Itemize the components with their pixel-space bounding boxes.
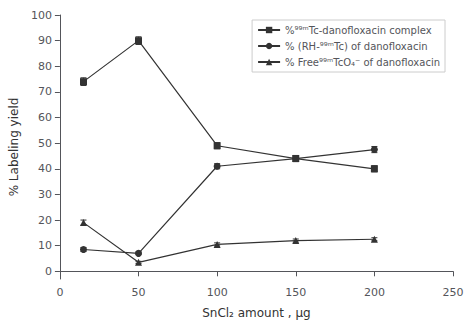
svg-text:60: 60 xyxy=(38,111,52,124)
svg-text:0: 0 xyxy=(56,286,63,299)
svg-text:50: 50 xyxy=(38,137,52,150)
svg-text:80: 80 xyxy=(38,60,52,73)
svg-text:250: 250 xyxy=(443,286,464,299)
svg-text:30: 30 xyxy=(38,188,52,201)
svg-text:20: 20 xyxy=(38,214,52,227)
svg-text:% Free⁹⁹ᵐTcO₄⁻ of danofloxacin: % Free⁹⁹ᵐTcO₄⁻ of danofloxacin xyxy=(285,57,440,68)
svg-text:% Labeling yield: % Labeling yield xyxy=(7,98,21,197)
svg-text:100: 100 xyxy=(31,9,52,22)
svg-text:40: 40 xyxy=(38,162,52,175)
svg-text:150: 150 xyxy=(285,286,306,299)
svg-text:90: 90 xyxy=(38,34,52,47)
svg-text:50: 50 xyxy=(132,286,146,299)
svg-text:%⁹⁹ᵐTc-danofloxacin complex: %⁹⁹ᵐTc-danofloxacin complex xyxy=(285,25,432,36)
svg-text:0: 0 xyxy=(45,265,52,278)
svg-text:70: 70 xyxy=(38,85,52,98)
svg-text:SnCl₂ amount , μg: SnCl₂ amount , μg xyxy=(202,306,311,320)
svg-text:10: 10 xyxy=(38,239,52,252)
svg-text:200: 200 xyxy=(364,286,385,299)
svg-text:100: 100 xyxy=(207,286,228,299)
svg-text:% (RH-⁹⁹ᵐTc) of danofloxacin: % (RH-⁹⁹ᵐTc) of danofloxacin xyxy=(285,41,427,52)
